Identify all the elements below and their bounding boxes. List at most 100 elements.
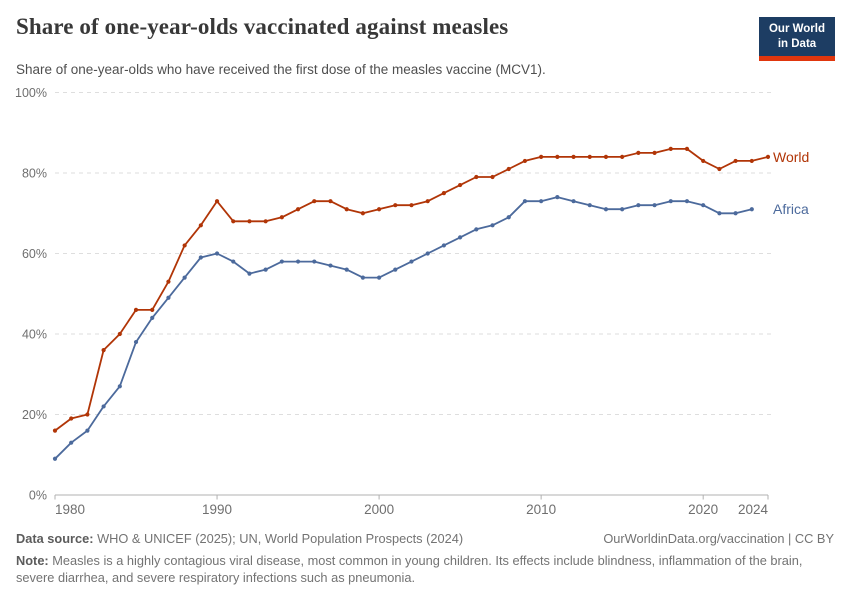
world-point-2013[interactable] xyxy=(587,154,592,159)
owid-cc-link[interactable]: OurWorldinData.org/vaccination | CC BY xyxy=(603,531,834,546)
africa-point-2011[interactable] xyxy=(555,195,560,200)
africa-point-2012[interactable] xyxy=(571,199,576,204)
world-point-1994[interactable] xyxy=(279,215,284,220)
africa-point-1980[interactable] xyxy=(52,456,58,461)
world-point-2018[interactable] xyxy=(668,146,673,151)
series-label-world[interactable]: World xyxy=(773,148,810,165)
world-point-2016[interactable] xyxy=(636,150,641,155)
africa-point-1995[interactable] xyxy=(295,259,301,264)
world-point-2024[interactable] xyxy=(765,154,771,159)
world-point-1987[interactable] xyxy=(166,279,171,284)
world-point-1989[interactable] xyxy=(198,223,203,228)
world-point-2019[interactable] xyxy=(684,146,690,151)
note-text: Measles is a highly contagious viral dis… xyxy=(16,553,803,586)
world-line[interactable] xyxy=(54,148,769,432)
world-point-2017[interactable] xyxy=(652,150,657,155)
africa-point-1997[interactable] xyxy=(328,263,333,268)
africa-point-2020[interactable] xyxy=(701,203,706,208)
africa-point-1991[interactable] xyxy=(231,259,236,264)
world-point-1983[interactable] xyxy=(101,348,106,353)
africa-point-1981[interactable] xyxy=(69,440,74,445)
note-label: Note: xyxy=(16,553,49,568)
owid-logo[interactable]: Our World in Data xyxy=(759,17,835,61)
world-point-2011[interactable] xyxy=(555,154,560,159)
africa-point-1998[interactable] xyxy=(344,267,349,272)
world-point-1982[interactable] xyxy=(85,412,90,417)
africa-point-2022[interactable] xyxy=(733,211,738,216)
world-point-2023[interactable] xyxy=(749,158,754,164)
africa-point-2007[interactable] xyxy=(490,223,495,228)
world-point-2020[interactable] xyxy=(701,158,706,164)
world-point-2008[interactable] xyxy=(506,166,511,172)
africa-point-2000[interactable] xyxy=(376,275,382,280)
africa-point-1990[interactable] xyxy=(214,251,220,256)
africa-point-1986[interactable] xyxy=(150,315,155,320)
africa-point-2021[interactable] xyxy=(717,211,722,216)
africa-point-2008[interactable] xyxy=(506,215,511,220)
world-point-1992[interactable] xyxy=(247,219,252,224)
x-axis-tick-label: 2024 xyxy=(738,502,769,517)
africa-point-2002[interactable] xyxy=(409,259,414,264)
world-point-2010[interactable] xyxy=(539,154,544,159)
world-point-2012[interactable] xyxy=(571,154,576,159)
africa-point-1999[interactable] xyxy=(360,275,365,280)
africa-point-2013[interactable] xyxy=(587,203,592,208)
world-point-1980[interactable] xyxy=(52,428,58,433)
africa-point-1993[interactable] xyxy=(263,267,268,272)
africa-point-2019[interactable] xyxy=(684,199,690,204)
africa-point-1987[interactable] xyxy=(166,295,171,300)
world-point-1993[interactable] xyxy=(263,219,268,224)
world-point-2004[interactable] xyxy=(441,191,447,196)
africa-point-2014[interactable] xyxy=(603,207,609,212)
africa-point-1985[interactable] xyxy=(133,339,139,345)
africa-point-1996[interactable] xyxy=(312,259,317,264)
africa-point-2010[interactable] xyxy=(539,199,544,204)
world-point-1990[interactable] xyxy=(214,199,220,204)
world-point-2015[interactable] xyxy=(620,154,625,159)
world-point-1995[interactable] xyxy=(295,207,301,212)
world-point-1985[interactable] xyxy=(133,307,139,312)
line-chart-plot[interactable]: 0% 20% 40% 60% 80% 100% 1980 1990 2000 2010 2020 20… xyxy=(0,0,850,530)
africa-point-1994[interactable] xyxy=(279,259,284,264)
world-point-1988[interactable] xyxy=(182,243,187,248)
africa-point-1983[interactable] xyxy=(101,404,106,409)
world-point-1981[interactable] xyxy=(69,416,74,421)
africa-point-2001[interactable] xyxy=(393,267,398,272)
series-label-africa[interactable]: Africa xyxy=(773,201,809,218)
africa-point-1992[interactable] xyxy=(247,271,252,276)
owid-logo-line2: in Data xyxy=(777,37,817,50)
africa-point-1989[interactable] xyxy=(198,255,203,260)
world-point-2009[interactable] xyxy=(522,158,528,164)
africa-point-2009[interactable] xyxy=(522,199,528,204)
africa-point-2016[interactable] xyxy=(636,203,641,208)
world-point-2007[interactable] xyxy=(490,174,495,180)
africa-line[interactable] xyxy=(54,196,753,460)
africa-point-2003[interactable] xyxy=(425,251,430,256)
africa-point-2018[interactable] xyxy=(668,199,673,204)
world-point-2021[interactable] xyxy=(717,166,722,172)
world-point-2001[interactable] xyxy=(393,203,398,208)
world-point-2022[interactable] xyxy=(733,158,738,164)
world-point-1984[interactable] xyxy=(117,331,122,337)
world-point-2002[interactable] xyxy=(409,203,414,208)
world-point-1986[interactable] xyxy=(150,307,155,312)
world-point-1998[interactable] xyxy=(344,207,349,212)
africa-point-1984[interactable] xyxy=(117,384,122,389)
world-point-2000[interactable] xyxy=(376,207,382,212)
africa-point-2006[interactable] xyxy=(474,227,479,232)
africa-point-1982[interactable] xyxy=(85,428,90,433)
africa-point-2023[interactable] xyxy=(749,207,754,212)
world-point-2014[interactable] xyxy=(603,154,609,159)
africa-point-2017[interactable] xyxy=(652,203,657,208)
africa-point-1988[interactable] xyxy=(182,275,187,280)
world-point-1999[interactable] xyxy=(360,211,365,216)
world-point-1996[interactable] xyxy=(312,199,317,204)
world-point-2006[interactable] xyxy=(474,174,479,180)
world-point-2003[interactable] xyxy=(425,199,430,204)
world-point-2005[interactable] xyxy=(458,182,463,188)
africa-point-2015[interactable] xyxy=(620,207,625,212)
world-point-1991[interactable] xyxy=(231,219,236,224)
world-point-1997[interactable] xyxy=(328,199,333,204)
africa-point-2005[interactable] xyxy=(458,235,463,240)
africa-point-2004[interactable] xyxy=(441,243,447,248)
